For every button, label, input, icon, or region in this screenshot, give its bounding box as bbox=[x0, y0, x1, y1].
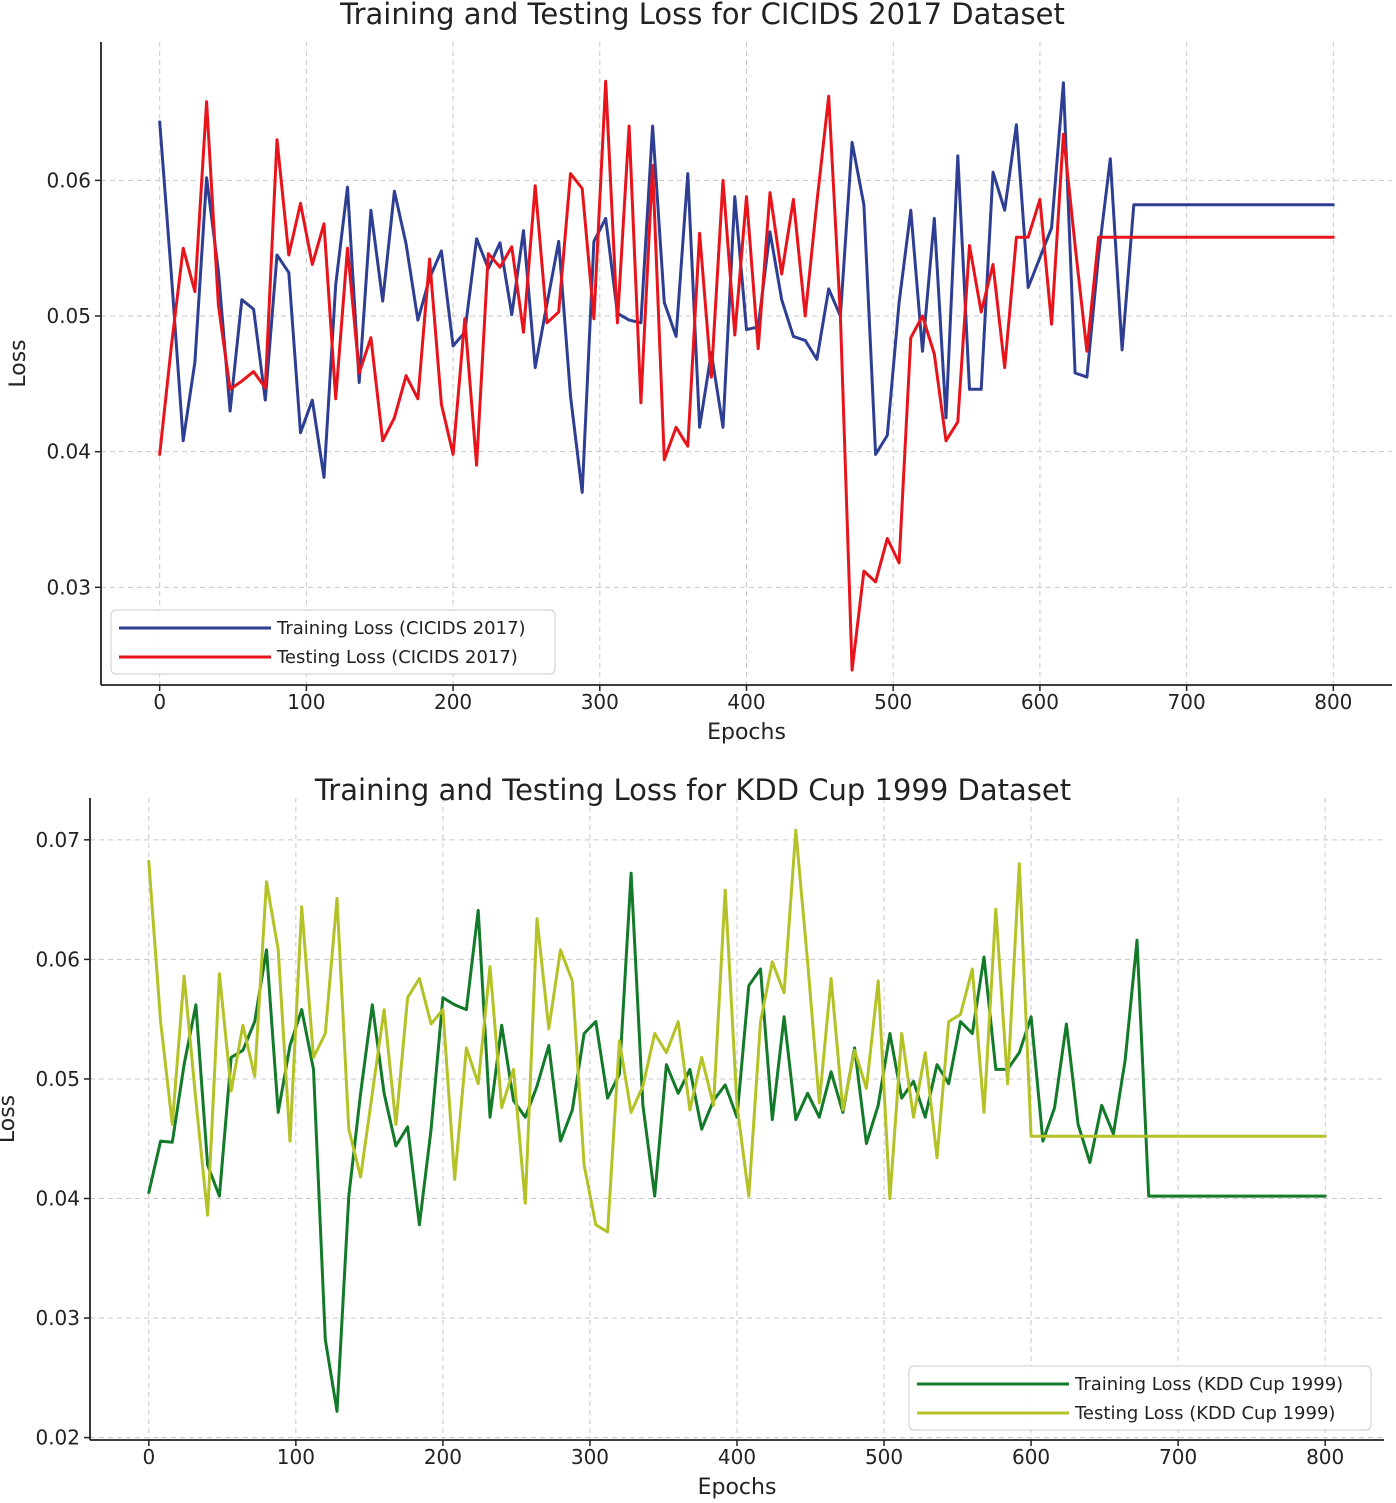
series-line-training bbox=[147, 871, 1327, 1413]
x-axis-label: Epochs bbox=[698, 1475, 777, 1500]
legend-label: Training Loss (CICIDS 2017) bbox=[276, 618, 526, 639]
y-axis-label: Loss bbox=[6, 339, 31, 387]
x-axis-label: Epochs bbox=[707, 720, 786, 745]
x-tick-label: 600 bbox=[1021, 690, 1059, 714]
x-tick-label: 300 bbox=[581, 690, 619, 714]
y-tick-label: 0.07 bbox=[35, 828, 80, 852]
x-tick-label: 100 bbox=[277, 1445, 315, 1469]
legend: Training Loss (KDD Cup 1999) Testing Loss… bbox=[908, 1365, 1372, 1431]
x-tick-label: 700 bbox=[1168, 690, 1206, 714]
chart-cicids-2017: 0 100 200 300 400 500 600 700 800 0.03 0.04 0.05 0.0… bbox=[6, 0, 1392, 745]
x-tick-label: 500 bbox=[865, 1445, 903, 1469]
x-tick-label: 200 bbox=[424, 1445, 462, 1469]
x-tick-label: 0 bbox=[142, 1445, 155, 1469]
y-tick-label: 0.05 bbox=[35, 1067, 80, 1091]
y-axis-label: Loss bbox=[0, 1095, 20, 1143]
x-tick-label: 400 bbox=[727, 690, 765, 714]
series-line-testing bbox=[147, 828, 1327, 1234]
y-tick-label: 0.02 bbox=[35, 1426, 80, 1450]
x-tick-label: 0 bbox=[153, 690, 166, 714]
chart-title: Training and Testing Loss for KDD Cup 19… bbox=[314, 773, 1071, 807]
y-tick-label: 0.04 bbox=[35, 1187, 80, 1211]
x-tick-label: 800 bbox=[1306, 1445, 1344, 1469]
x-tick-label: 100 bbox=[287, 690, 325, 714]
legend-label: Testing Loss (CICIDS 2017) bbox=[276, 647, 518, 668]
legend-label: Training Loss (KDD Cup 1999) bbox=[1074, 1374, 1343, 1395]
y-tick-label: 0.03 bbox=[46, 575, 91, 599]
y-tick-label: 0.06 bbox=[46, 168, 91, 192]
x-tick-label: 400 bbox=[718, 1445, 756, 1469]
x-tick-label: 300 bbox=[571, 1445, 609, 1469]
x-tick-label: 600 bbox=[1012, 1445, 1050, 1469]
x-tick-label: 200 bbox=[434, 690, 472, 714]
series-line-testing bbox=[158, 79, 1335, 672]
legend-label: Testing Loss (KDD Cup 1999) bbox=[1074, 1403, 1335, 1424]
chart-kdd-cup-1999: 0 100 200 300 400 500 600 700 800 0.02 0.03 0.04 0.0… bbox=[0, 773, 1384, 1500]
legend: Training Loss (CICIDS 2017) Testing Loss … bbox=[110, 609, 556, 675]
chart-title: Training and Testing Loss for CICIDS 201… bbox=[339, 0, 1065, 31]
y-tick-label: 0.06 bbox=[35, 947, 80, 971]
y-tick-label: 0.03 bbox=[35, 1306, 80, 1330]
x-tick-label: 500 bbox=[874, 690, 912, 714]
x-tick-label: 800 bbox=[1314, 690, 1352, 714]
x-tick-label: 700 bbox=[1159, 1445, 1197, 1469]
y-tick-label: 0.04 bbox=[46, 440, 91, 464]
y-tick-label: 0.05 bbox=[46, 304, 91, 328]
